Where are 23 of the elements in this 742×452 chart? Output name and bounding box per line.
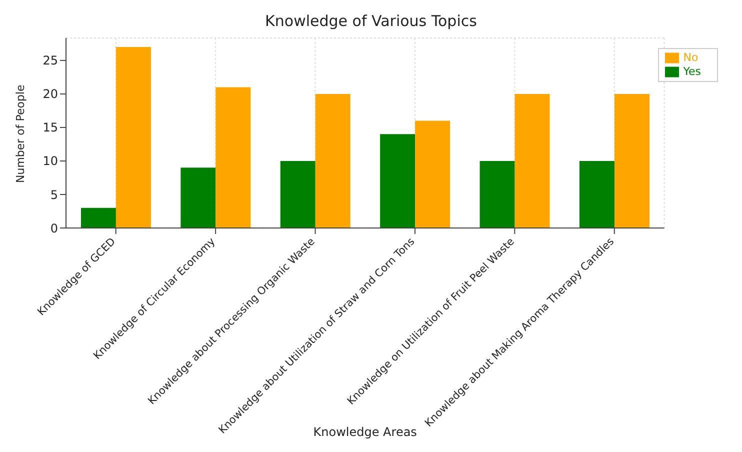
bar (480, 160, 515, 228)
y-tick-label: 10 (42, 154, 58, 168)
legend-label: Yes (683, 65, 701, 78)
bar (380, 134, 416, 228)
bar (280, 160, 316, 228)
bar (116, 47, 151, 228)
y-tick-label: 25 (42, 54, 58, 68)
y-tick-label: 5 (50, 188, 58, 202)
bar (514, 94, 550, 228)
bar (415, 120, 450, 228)
chart-title: Knowledge of Various Topics (264, 12, 478, 30)
bar (579, 160, 614, 228)
x-axis-title: Knowledge Areas (313, 425, 417, 439)
bar (80, 208, 116, 228)
bar (180, 168, 216, 228)
legend-label: No (683, 51, 698, 64)
y-tick-label: 15 (42, 120, 58, 135)
y-tick-label: 20 (42, 87, 58, 102)
bar (614, 94, 650, 228)
y-axis-title: Number of People (14, 84, 27, 183)
bar (315, 94, 350, 228)
bar (216, 87, 251, 228)
y-tick-label: 0 (50, 221, 58, 236)
